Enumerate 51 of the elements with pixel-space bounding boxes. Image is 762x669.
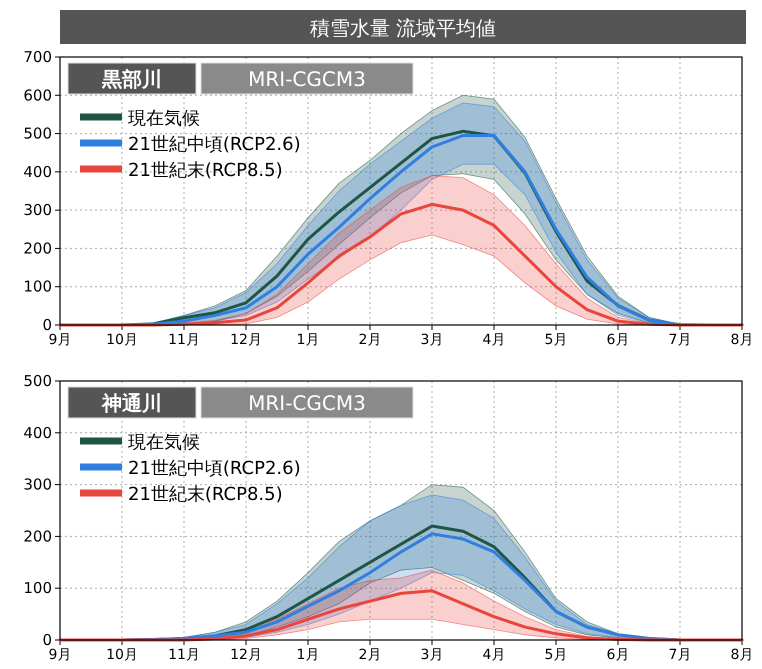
x-tick-label: 7月 [668, 647, 692, 663]
legend-label: 21世紀中頃(RCP2.6) [128, 134, 301, 155]
y-tick-label: 100 [23, 579, 52, 598]
x-tick-label: 5月 [544, 332, 568, 348]
y-tick-label: 700 [23, 48, 52, 66]
x-tick-label: 8月 [730, 332, 754, 348]
annotation: 神通川 [101, 391, 162, 415]
chart-title: 積雪水量 流域平均値 [310, 16, 496, 40]
x-tick-label: 6月 [606, 332, 630, 348]
x-tick-label: 10月 [106, 332, 138, 348]
line-series [58, 202, 744, 326]
y-tick-label: 100 [23, 278, 52, 296]
x-tick-label: 6月 [606, 647, 630, 663]
legend-label: 21世紀中頃(RCP2.6) [128, 458, 301, 479]
y-tick-label: 600 [23, 86, 52, 104]
x-tick-label: 12月 [230, 647, 262, 663]
x-tick-label: 5月 [544, 647, 568, 663]
legend-label: 現在気候 [128, 432, 200, 453]
x-tick-label: 1月 [296, 647, 320, 663]
y-tick-label: 500 [23, 124, 52, 143]
legend-label: 21世紀末(RCP8.5) [128, 484, 283, 505]
y-tick-label: 400 [23, 424, 52, 442]
y-tick-label: 300 [23, 476, 52, 494]
x-tick-label: 9月 [48, 647, 72, 663]
x-tick-label: 10月 [106, 647, 138, 663]
y-tick-label: 200 [23, 239, 52, 258]
y-tick-label: 400 [23, 162, 52, 181]
y-tick-label: 0 [42, 631, 52, 649]
x-tick-label: 7月 [668, 332, 692, 348]
y-tick-label: 300 [23, 201, 52, 220]
x-tick-label: 9月 [48, 332, 72, 348]
annotation: MRI-CGCM3 [248, 67, 366, 91]
legend-label: 21世紀末(RCP8.5) [128, 160, 283, 181]
annotation: 黒部川 [101, 67, 162, 91]
annotation: MRI-CGCM3 [248, 391, 366, 415]
x-tick-label: 11月 [168, 332, 200, 348]
x-tick-label: 2月 [358, 647, 382, 663]
y-tick-label: 0 [42, 316, 52, 334]
x-tick-label: 2月 [358, 332, 382, 348]
x-tick-label: 12月 [230, 332, 262, 348]
x-tick-label: 4月 [482, 647, 506, 663]
x-tick-label: 1月 [296, 332, 320, 348]
line-series [58, 589, 744, 642]
legend-label: 現在気候 [128, 108, 200, 129]
x-tick-label: 3月 [420, 332, 444, 348]
x-tick-label: 8月 [730, 647, 754, 663]
y-tick-label: 200 [23, 527, 52, 546]
x-tick-label: 4月 [482, 332, 506, 348]
y-tick-label: 500 [23, 372, 52, 390]
x-tick-label: 3月 [420, 647, 444, 663]
x-tick-label: 11月 [168, 647, 200, 663]
